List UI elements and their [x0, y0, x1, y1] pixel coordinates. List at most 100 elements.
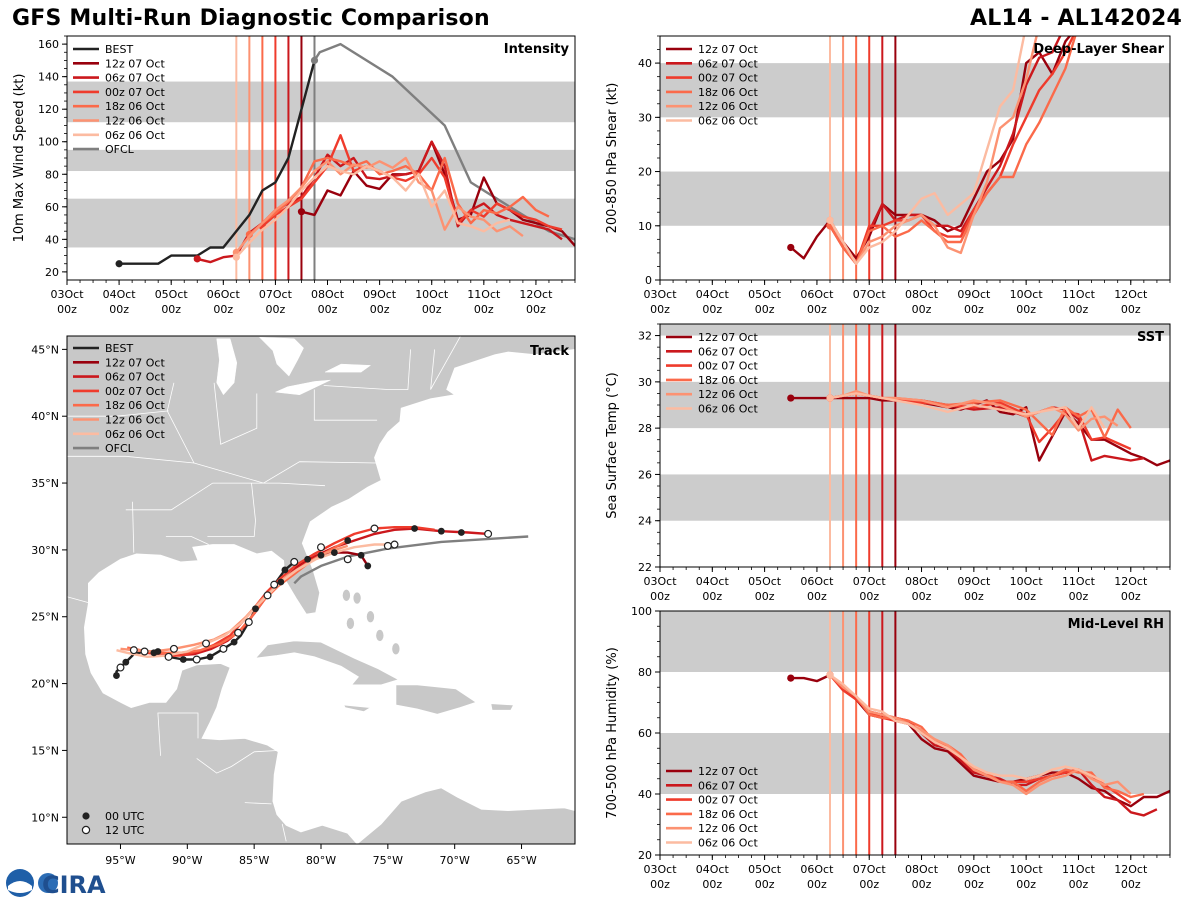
y-tick-label: 100	[631, 605, 652, 618]
x-tick-day: 09Oct	[957, 863, 991, 876]
noaa-cira-logo: CIRA	[6, 869, 106, 898]
x-tick-day: 10Oct	[1010, 863, 1044, 876]
legend-label: 06z 07 Oct	[105, 371, 165, 384]
lat-tick-label: 45°N	[31, 343, 59, 356]
lon-tick-label: 90°W	[172, 854, 202, 867]
x-tick-hour: 00z	[859, 590, 879, 603]
x-tick-hour: 00z	[964, 878, 984, 891]
track-marker-00utc	[113, 672, 120, 679]
track-marker-00utc	[330, 549, 338, 556]
x-tick-hour: 00z	[109, 303, 129, 316]
init-marker-ofcl	[310, 56, 319, 64]
lon-tick-label: 95°W	[105, 854, 135, 867]
x-tick-hour: 00z	[1069, 590, 1089, 603]
lat-tick-label: 15°N	[31, 744, 59, 757]
x-tick-hour: 00z	[755, 878, 775, 891]
legend-label: 00z 07 Oct	[698, 72, 758, 85]
x-tick-day: 12Oct	[1114, 288, 1148, 301]
x-tick-day: 09Oct	[957, 575, 991, 588]
series-best	[119, 60, 316, 265]
y-tick-label: 20	[638, 849, 652, 862]
x-tick-day: 07Oct	[853, 575, 887, 588]
land-cuba	[254, 640, 400, 686]
y-tick-label: 40	[638, 57, 652, 70]
legend-label: 00z 07 Oct	[698, 360, 758, 373]
track-marker-12utc	[140, 647, 149, 656]
land-bahamas-island	[342, 589, 351, 602]
x-tick-day: 07Oct	[259, 288, 293, 301]
lat-tick-label: 30°N	[31, 544, 59, 557]
lake-huron	[258, 337, 304, 377]
country-border	[244, 802, 272, 805]
x-tick-day: 06Oct	[800, 288, 834, 301]
x-tick-hour: 00z	[57, 303, 77, 316]
track-marker-00utc	[252, 605, 259, 613]
plot-area	[660, 324, 1170, 567]
x-tick-hour: 00z	[161, 303, 181, 316]
state-border	[430, 336, 462, 390]
legend-label: 00z 07 Oct	[105, 385, 165, 398]
track-marker-12utc	[116, 663, 125, 672]
x-tick-day: 05Oct	[748, 288, 782, 301]
land-puerto-rico	[490, 703, 515, 711]
track-marker-12utc	[317, 543, 326, 552]
y-axis-label: 10m Max Wind Speed (kt)	[12, 74, 27, 243]
country-border	[157, 712, 199, 756]
lat-tick-label: 20°N	[31, 678, 59, 691]
state-border	[125, 482, 326, 511]
lat-tick-label: 25°N	[31, 611, 59, 624]
x-tick-hour: 00z	[912, 590, 932, 603]
legend-marker-00utc	[82, 812, 90, 820]
lake-superior	[254, 336, 258, 337]
lat-tick-label: 40°N	[31, 410, 59, 423]
track-marker-12utc	[234, 628, 243, 637]
x-tick-day: 03Oct	[50, 288, 84, 301]
track-marker-12utc	[370, 524, 379, 533]
y-tick-label: 26	[638, 468, 652, 481]
y-tick-label: 80	[45, 168, 59, 181]
legend-label: 06z 07 Oct	[698, 345, 758, 358]
track-marker-12utc	[169, 644, 178, 653]
legend-label: 06z 06 Oct	[698, 115, 758, 128]
x-tick-hour: 00z	[807, 590, 827, 603]
state-border	[323, 349, 411, 390]
x-tick-day: 04Oct	[103, 288, 137, 301]
legend-label: 12 UTC	[105, 824, 145, 837]
axes-frame	[659, 323, 1171, 568]
chart-title: GFS Multi-Run Diagnostic Comparison	[12, 6, 490, 31]
track-marker-12utc	[219, 644, 228, 653]
lat-tick-label: 35°N	[31, 477, 59, 490]
init-marker-12z-07-oct	[787, 674, 795, 682]
legend-label: 12z 07 Oct	[105, 57, 165, 70]
init-marker-06z-06-oct	[232, 253, 240, 261]
y-tick-label: 60	[638, 727, 652, 740]
legend-label: 12z 07 Oct	[698, 43, 758, 56]
track-marker-12utc	[129, 646, 138, 655]
y-tick-label: 160	[38, 38, 59, 51]
legend-label: 12z 06 Oct	[105, 414, 165, 427]
country-border	[196, 750, 280, 774]
init-marker-06z-06-oct	[826, 671, 834, 679]
series-12z-06-oct	[235, 156, 524, 254]
x-tick-hour: 00z	[526, 303, 546, 316]
track-best	[115, 560, 296, 676]
track-marker-00utc	[304, 555, 312, 563]
x-tick-day: 09Oct	[957, 288, 991, 301]
lake-michigan	[216, 338, 238, 396]
x-tick-hour: 00z	[964, 303, 984, 316]
lake-erie	[274, 379, 331, 396]
x-tick-hour: 00z	[807, 878, 827, 891]
lon-tick-label: 80°W	[306, 854, 336, 867]
panel-title: Intensity	[504, 42, 570, 57]
track-marker-00utc	[411, 525, 418, 532]
init-marker-12z-07-oct	[787, 394, 795, 402]
country-border	[67, 596, 92, 604]
legend-label: OFCL	[105, 143, 135, 156]
legend-label: 18z 06 Oct	[698, 86, 758, 99]
series-06z-06-oct	[235, 164, 511, 259]
shaded-band	[660, 474, 1170, 521]
track-marker-00utc	[277, 578, 285, 586]
